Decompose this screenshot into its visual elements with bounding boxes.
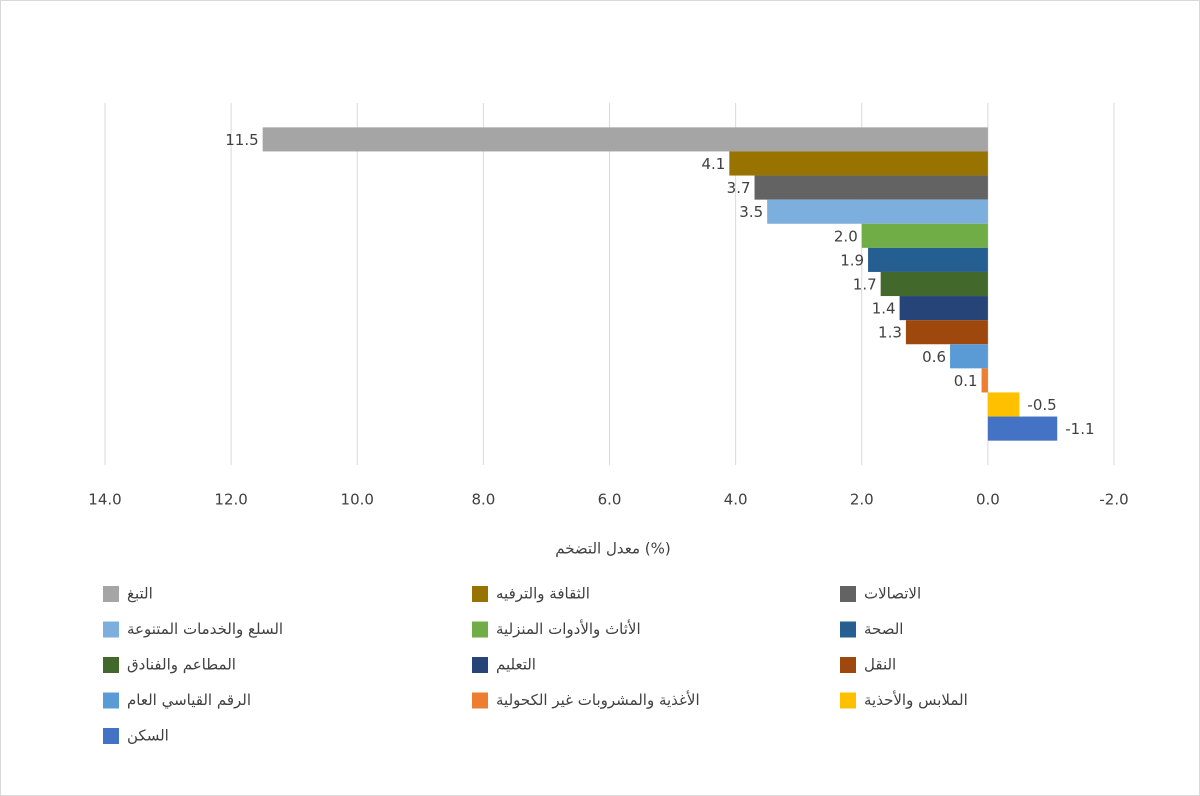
data-label: 0.6 — [922, 348, 946, 366]
bar — [981, 368, 988, 393]
data-label: -0.5 — [1027, 396, 1056, 414]
legend-swatch — [840, 586, 856, 602]
bar — [729, 151, 988, 176]
legend-label: الأثاث والأدوات المنزلية — [496, 619, 641, 638]
x-tick-label: 2.0 — [850, 491, 874, 509]
legend-swatch — [472, 657, 488, 673]
data-label: 1.7 — [853, 276, 877, 294]
data-label: -1.1 — [1065, 420, 1094, 438]
x-tick-label: 6.0 — [598, 491, 622, 509]
legend-swatch — [472, 692, 488, 709]
bar — [880, 271, 988, 297]
x-tick-label: -2.0 — [1099, 491, 1128, 509]
bar — [262, 127, 988, 152]
legend-swatch — [103, 728, 119, 744]
legend-swatch — [103, 621, 119, 638]
x-tick-label: 10.0 — [341, 491, 374, 509]
x-tick-label: 8.0 — [471, 491, 495, 509]
legend-label: الأغذية والمشروبات غير الكحولية — [496, 690, 700, 709]
data-label: 3.5 — [739, 203, 763, 221]
legend-label: النقل — [864, 656, 896, 674]
legend-label: السلع والخدمات المتنوعة — [127, 620, 283, 638]
legend-label: السكن — [127, 727, 169, 745]
x-tick-label: 12.0 — [214, 491, 247, 509]
bar — [754, 175, 988, 200]
data-label: 3.7 — [727, 179, 751, 197]
legend-swatch — [103, 692, 119, 709]
legend-swatch — [103, 657, 119, 673]
legend-label: الاتصالات — [864, 585, 921, 603]
legend-swatch — [840, 621, 856, 638]
bar — [950, 344, 988, 369]
legend-swatch — [840, 692, 856, 709]
data-label: 4.1 — [701, 155, 725, 173]
bar — [899, 296, 988, 321]
bar — [868, 247, 988, 272]
data-label: 1.4 — [872, 300, 896, 318]
data-label: 11.5 — [225, 131, 258, 149]
legend-label: الثقافة والترفيه — [496, 585, 590, 603]
legend-label: الرقم القياسي العام — [127, 691, 251, 710]
x-axis-title: معدل التضخم (%) — [555, 540, 670, 558]
bar — [987, 392, 1020, 417]
x-tick-label: 14.0 — [88, 491, 121, 509]
legend-swatch — [103, 586, 119, 602]
legend-swatch — [840, 657, 856, 673]
bar — [861, 223, 988, 248]
legend-swatch — [472, 621, 488, 638]
legend-label: التبغ — [127, 585, 153, 603]
legend-label: الصحة — [864, 620, 903, 638]
bar — [767, 199, 988, 224]
bar — [905, 320, 988, 345]
bar — [987, 416, 1058, 441]
data-label: 1.9 — [840, 251, 864, 269]
legend-label: المطاعم والفنادق — [127, 656, 236, 674]
legend-label: الملابس والأحذية — [864, 690, 968, 709]
legend-label: التعليم — [496, 656, 536, 674]
x-tick-label: 0.0 — [976, 491, 1000, 509]
data-label: 1.3 — [878, 324, 902, 342]
data-label: 2.0 — [834, 227, 858, 245]
data-label: 0.1 — [954, 372, 978, 390]
legend-swatch — [472, 586, 488, 602]
x-tick-label: 4.0 — [724, 491, 748, 509]
